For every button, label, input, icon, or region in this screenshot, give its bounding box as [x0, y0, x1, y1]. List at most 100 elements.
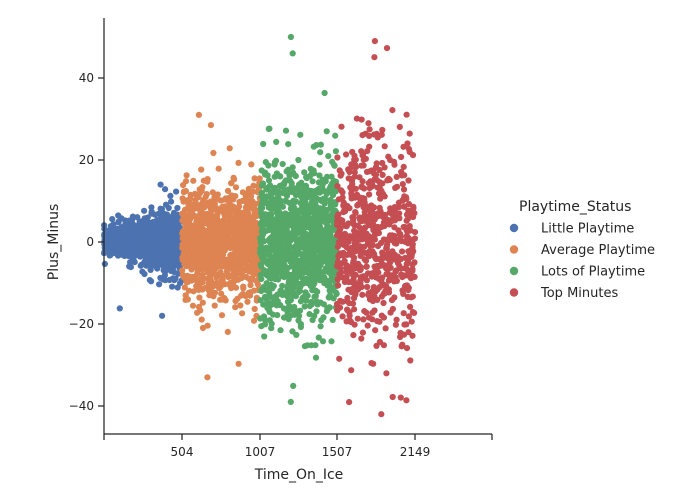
data-point [128, 250, 135, 257]
data-point [391, 294, 398, 301]
data-point [156, 256, 163, 263]
data-point [209, 189, 216, 196]
data-point [184, 229, 191, 236]
data-point [364, 322, 371, 329]
data-point [265, 213, 272, 220]
data-point [373, 342, 380, 349]
data-point [234, 231, 241, 238]
data-point [347, 266, 355, 273]
data-point [138, 240, 145, 248]
data-point [165, 204, 172, 212]
data-point [223, 218, 230, 225]
data-point [348, 190, 355, 197]
data-point [346, 312, 353, 319]
data-point [297, 131, 304, 138]
data-point [312, 354, 320, 361]
legend-label: Lots of Playtime [541, 265, 645, 280]
data-point [127, 235, 134, 242]
data-point [282, 178, 289, 185]
data-point [262, 316, 269, 324]
data-point [227, 202, 234, 209]
data-point [238, 274, 245, 282]
data-point [230, 174, 237, 181]
data-point [190, 177, 197, 184]
data-point [337, 172, 344, 179]
data-point [326, 214, 333, 221]
data-point [348, 367, 355, 374]
data-point [157, 181, 164, 188]
data-point [396, 203, 403, 211]
data-point [269, 189, 276, 196]
data-point [115, 212, 122, 219]
data-point [189, 302, 197, 309]
data-point [352, 185, 359, 192]
data-point [365, 180, 372, 187]
data-point [334, 183, 341, 190]
data-point [346, 317, 353, 324]
data-point [363, 263, 370, 270]
data-point [264, 304, 271, 311]
x-tick-label: 1007 [245, 445, 276, 459]
data-point [224, 328, 231, 335]
data-point [386, 277, 393, 284]
data-point [404, 140, 411, 147]
data-point [379, 262, 386, 269]
data-point [181, 254, 188, 261]
data-point [360, 204, 367, 211]
data-point [141, 207, 148, 214]
data-point [197, 236, 204, 243]
data-point [212, 221, 219, 228]
data-point [284, 310, 291, 317]
data-point [376, 212, 383, 219]
data-point [344, 233, 351, 240]
data-point [146, 277, 153, 284]
data-point [338, 123, 345, 130]
data-point [226, 195, 233, 202]
data-point [280, 246, 287, 253]
data-point [340, 249, 347, 256]
data-point [266, 293, 273, 300]
axes-layer: 504 1007 1507 2149 −40 −20 0 20 40 [69, 18, 493, 459]
data-point [204, 178, 211, 185]
data-point [226, 235, 233, 242]
data-point [251, 262, 258, 269]
data-point [293, 331, 300, 338]
data-point [336, 227, 343, 234]
data-point [405, 284, 412, 291]
legend-label: Average Playtime [541, 243, 655, 258]
data-point [263, 280, 270, 287]
data-point [279, 221, 286, 229]
data-point [368, 273, 375, 280]
data-point [199, 324, 207, 332]
data-point [183, 172, 190, 179]
data-point [253, 207, 260, 214]
data-point [348, 270, 356, 278]
data-point [360, 316, 367, 323]
data-point [203, 217, 210, 224]
data-point [239, 310, 246, 317]
data-point [351, 254, 358, 261]
data-point [403, 260, 410, 268]
data-point [359, 132, 366, 139]
data-point [237, 223, 244, 230]
data-point [288, 220, 295, 227]
data-point [389, 107, 396, 114]
data-point [304, 249, 311, 257]
data-point [259, 180, 267, 187]
data-point [263, 268, 270, 275]
data-point [184, 296, 191, 303]
data-point [392, 274, 399, 281]
data-point [337, 269, 345, 276]
data-point [331, 162, 338, 169]
data-point [174, 284, 181, 291]
data-point [210, 149, 217, 157]
x-tick-label: 1507 [322, 445, 353, 459]
data-point [380, 222, 387, 229]
data-point [295, 156, 302, 164]
data-point [366, 314, 373, 321]
data-point [151, 262, 158, 269]
data-point [374, 296, 381, 303]
data-point [399, 331, 406, 338]
data-point [181, 216, 188, 223]
